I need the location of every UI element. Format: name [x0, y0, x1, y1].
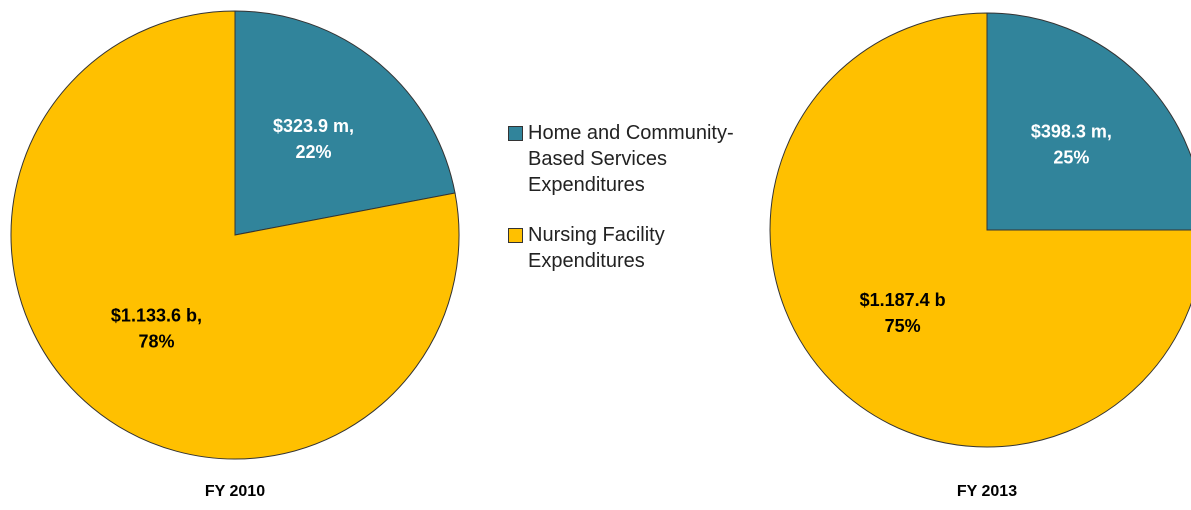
legend-label: Nursing Facility Expenditures	[528, 224, 665, 272]
data-label: 22%	[296, 142, 332, 162]
legend-item: Nursing Facility Expenditures	[508, 222, 738, 274]
pie-slice	[10, 10, 460, 460]
legend-item: Home and Community-Based Services Expend…	[508, 120, 738, 198]
data-label: $1.187.4 b	[860, 290, 946, 310]
data-label: $323.9 m,	[273, 116, 354, 136]
legend: Home and Community-Based Services Expend…	[508, 120, 738, 298]
data-label: 75%	[885, 316, 921, 336]
data-label: $398.3 m,	[1031, 121, 1112, 141]
chart-title: FY 2013	[957, 483, 1017, 500]
data-label: $1.133.6 b,	[111, 306, 202, 326]
pie-slice	[234, 10, 456, 236]
pie-slice	[986, 12, 1191, 231]
legend-swatch	[508, 228, 523, 243]
data-label: 78%	[138, 332, 174, 352]
legend-label: Home and Community-Based Services Expend…	[528, 122, 734, 196]
data-label: 25%	[1053, 147, 1089, 167]
pie-slice	[769, 12, 1191, 448]
chart-title: FY 2010	[205, 483, 265, 500]
legend-swatch	[508, 126, 523, 141]
